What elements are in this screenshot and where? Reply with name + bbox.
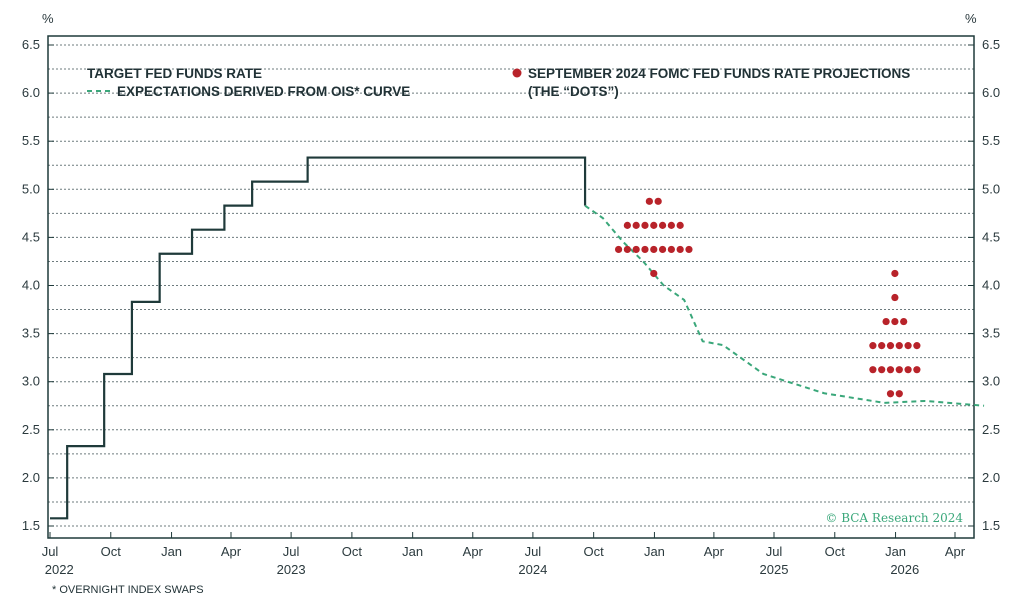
x-tick-label: Jul xyxy=(283,544,300,559)
series xyxy=(50,156,985,520)
fomc-dot xyxy=(650,245,658,254)
fomc-dot xyxy=(667,221,675,229)
ois-expectations-line xyxy=(584,204,985,407)
fomc-dot xyxy=(913,366,921,374)
fomc-dot xyxy=(904,366,912,374)
fomc-dot xyxy=(676,221,684,229)
y-tick-label-right: 6.0 xyxy=(982,85,1000,100)
y-tick-label-left: 5.5 xyxy=(22,133,40,148)
legend-dots-swatch xyxy=(512,68,522,78)
y-tick-label-right: 6.5 xyxy=(982,37,1000,52)
target-rate-line xyxy=(50,156,587,520)
y-tick-label-right: 4.5 xyxy=(982,229,1000,244)
legend-dots-label-2: (THE “DOTS”) xyxy=(528,84,619,99)
fomc-dot xyxy=(667,245,675,254)
x-tick-label: Oct xyxy=(342,544,363,559)
fomc-dot xyxy=(623,221,631,229)
y-tick-label-left: 4.0 xyxy=(22,278,40,293)
y-axis-left: 1.5 2.0 2.5 3.0 3.5 4.0 4.5 5.0 5.5 6.0 6.5 xyxy=(22,37,54,533)
fomc-dot xyxy=(886,366,895,374)
fomc-dot xyxy=(913,342,921,350)
x-tick-label: Jan xyxy=(161,544,182,559)
fomc-dot xyxy=(891,317,899,326)
x-tick-label: Oct xyxy=(825,544,846,559)
fomc-dot xyxy=(685,245,693,254)
y-tick-label-right: 3.5 xyxy=(982,326,1000,341)
y-axis-right: 1.5 2.0 2.5 3.0 3.5 4.0 4.5 5.0 5.5 6.0 6.5 xyxy=(968,37,1000,533)
fomc-dot xyxy=(654,197,662,205)
y-tick-label-right: 2.5 xyxy=(982,422,1000,437)
fomc-dot xyxy=(891,269,899,278)
y-tick-label-right: 4.0 xyxy=(982,278,1000,293)
fomc-dot xyxy=(895,342,903,350)
fomc-dot xyxy=(614,245,623,254)
legend-target-label: TARGET FED FUNDS RATE xyxy=(87,66,262,81)
y-tick-label-left: 6.5 xyxy=(22,37,40,52)
y-tick-label-right: 3.0 xyxy=(982,374,1000,389)
x-tick-label: Apr xyxy=(945,544,966,559)
y-tick-label-left: 5.0 xyxy=(22,181,40,196)
fomc-dot xyxy=(650,269,658,278)
x-tick-label: Jul xyxy=(766,544,783,559)
fomc-dot xyxy=(878,366,886,374)
y-unit-left: % xyxy=(42,11,54,26)
fomc-dot xyxy=(645,197,653,205)
y-tick-label-left: 6.0 xyxy=(22,85,40,100)
fomc-dot xyxy=(891,293,899,302)
legend-dots-label: SEPTEMBER 2024 FOMC FED FUNDS RATE PROJE… xyxy=(528,66,910,81)
x-year-label: 2024 xyxy=(518,562,547,577)
y-tick-label-right: 5.0 xyxy=(982,181,1000,196)
fomc-dot xyxy=(641,245,649,254)
fomc-dot xyxy=(869,342,877,350)
fomc-dot xyxy=(632,245,640,254)
x-year-label: 2026 xyxy=(890,562,919,577)
y-unit-right: % xyxy=(965,11,977,26)
x-year-label: 2023 xyxy=(277,562,306,577)
x-tick-label: Jul xyxy=(525,544,542,559)
x-year-label: 2022 xyxy=(45,562,74,577)
y-tick-label-left: 3.0 xyxy=(22,374,40,389)
y-tick-label-right: 2.0 xyxy=(982,470,1000,485)
fomc-dot xyxy=(869,366,877,374)
fomc-dot xyxy=(650,221,658,229)
y-tick-label-left: 2.0 xyxy=(22,470,40,485)
fomc-dot xyxy=(632,221,640,229)
fomc-dot xyxy=(895,390,903,398)
x-tick-label: Jan xyxy=(402,544,423,559)
y-tick-label-left: 1.5 xyxy=(22,518,40,533)
y-tick-label-right: 1.5 xyxy=(982,518,1000,533)
fomc-dot xyxy=(658,221,667,229)
y-tick-label-right: 5.5 xyxy=(982,133,1000,148)
x-tick-label: Apr xyxy=(221,544,242,559)
footnote: * OVERNIGHT INDEX SWAPS xyxy=(52,584,204,596)
legend-ois-label: EXPECTATIONS DERIVED FROM OIS* CURVE xyxy=(117,84,410,99)
fomc-dot xyxy=(904,342,912,350)
y-tick-label-left: 2.5 xyxy=(22,422,40,437)
fomc-dot xyxy=(886,390,895,398)
fomc-dot xyxy=(900,317,908,326)
fomc-dot xyxy=(658,245,667,254)
fomc-dot xyxy=(676,245,684,254)
fomc-dot xyxy=(895,366,903,374)
y-tick-label-left: 3.5 xyxy=(22,326,40,341)
x-tick-label: Apr xyxy=(463,544,484,559)
x-tick-label: Jan xyxy=(885,544,906,559)
x-tick-label: Jul xyxy=(42,544,59,559)
x-year-label: 2025 xyxy=(760,562,789,577)
grid-lines xyxy=(48,44,974,527)
x-tick-label: Jan xyxy=(644,544,665,559)
credit: © BCA Research 2024 xyxy=(825,511,963,525)
fomc-dot xyxy=(623,245,631,254)
x-tick-label: Oct xyxy=(101,544,122,559)
y-tick-label-left: 4.5 xyxy=(22,229,40,244)
fomc-dot xyxy=(641,221,649,229)
fomc-dot xyxy=(878,342,886,350)
fomc-dot xyxy=(882,317,890,326)
plot-frame xyxy=(47,35,975,539)
x-tick-label: Apr xyxy=(704,544,725,559)
x-axis: Jul Oct Jan Apr Jul Oct Jan Apr Jul Oct Jan Apr Jul O… xyxy=(42,532,966,577)
x-tick-label: Oct xyxy=(584,544,605,559)
fomc-dot xyxy=(886,342,895,350)
